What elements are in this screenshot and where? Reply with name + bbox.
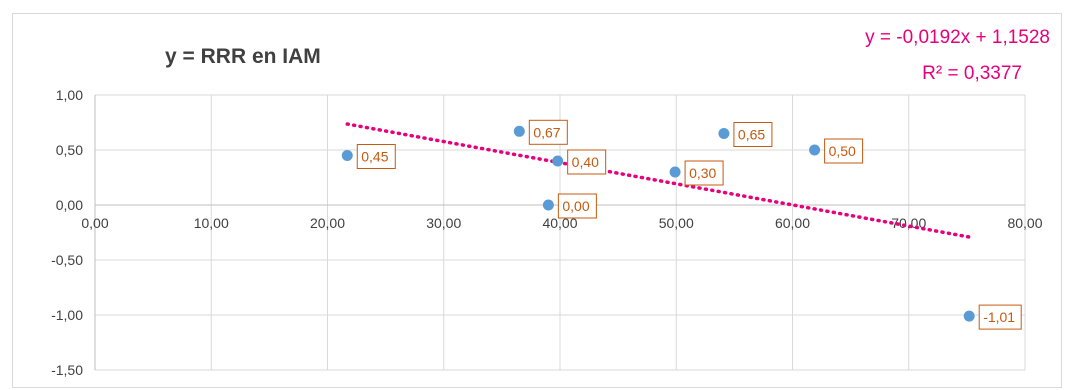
- data-point: [552, 155, 564, 167]
- data-label-box: [733, 122, 773, 147]
- data-label-text: 0,50: [829, 143, 856, 159]
- x-tick-label: 10,00: [194, 215, 229, 231]
- data-label-text: 0,65: [738, 127, 765, 143]
- data-point: [718, 128, 730, 139]
- data-point: [809, 144, 821, 156]
- data-label-box: [684, 160, 724, 186]
- x-tick-label: 80,00: [1007, 215, 1042, 231]
- data-label: 0,45: [356, 144, 396, 169]
- x-tick-label: 30,00: [426, 215, 461, 231]
- axes: 0,00 10,00 20,00 30,00 40,00 50,00 60,00 70,00 8…: [51, 87, 1043, 378]
- data-points: [341, 125, 975, 322]
- data-label: 0,65: [733, 122, 773, 147]
- data-label-text: 0,40: [572, 154, 599, 170]
- x-tick-label: 40,00: [542, 215, 577, 231]
- data-label-box: [567, 149, 607, 175]
- data-label-text: -1,01: [983, 309, 1015, 325]
- chart-title: y = RRR en IAM: [165, 45, 321, 68]
- y-tick-label: -1,00: [51, 307, 83, 323]
- data-labels: 0,45 0,67 0,40 0,00 0,30 0,65 0,50 -1,01: [356, 119, 1022, 330]
- x-tick-label: 0,00: [81, 215, 108, 231]
- data-label-box: [978, 304, 1022, 330]
- data-point: [669, 166, 681, 178]
- data-point: [341, 150, 353, 161]
- trendline-equation: y = -0,0192x + 1,1528: [865, 27, 1050, 48]
- data-label-text: 0,30: [689, 165, 716, 181]
- data-label: 0,67: [528, 119, 568, 145]
- data-label: 0,00: [557, 193, 597, 219]
- data-point: [963, 310, 975, 322]
- data-label-box: [356, 144, 396, 169]
- data-label-box: [557, 193, 597, 219]
- data-label: 0,30: [684, 160, 724, 186]
- data-label: 0,50: [824, 138, 864, 164]
- data-label-text: 0,45: [361, 149, 388, 165]
- data-label-text: 0,67: [533, 124, 560, 140]
- trendline: [345, 122, 971, 239]
- y-tick-label: 0,00: [56, 197, 83, 213]
- data-label-text: 0,00: [562, 198, 589, 214]
- y-tick-label: 0,50: [56, 142, 83, 158]
- trendline-path: [345, 122, 971, 239]
- data-label-box: [528, 119, 568, 145]
- x-tick-label: 50,00: [659, 215, 694, 231]
- data-point: [513, 125, 525, 137]
- data-label: -1,01: [978, 304, 1022, 330]
- data-point: [542, 199, 554, 211]
- x-tick-label: 60,00: [775, 215, 810, 231]
- y-tick-label: -1,50: [51, 362, 83, 378]
- y-tick-label: -0,50: [51, 252, 83, 268]
- x-tick-label: 20,00: [310, 215, 345, 231]
- data-label: 0,40: [567, 149, 607, 175]
- y-tick-label: 1,00: [56, 87, 83, 103]
- chart-area: [12, 13, 1062, 388]
- trendline-r-squared: R² = 0,3377: [922, 63, 1022, 84]
- data-label-box: [824, 138, 864, 164]
